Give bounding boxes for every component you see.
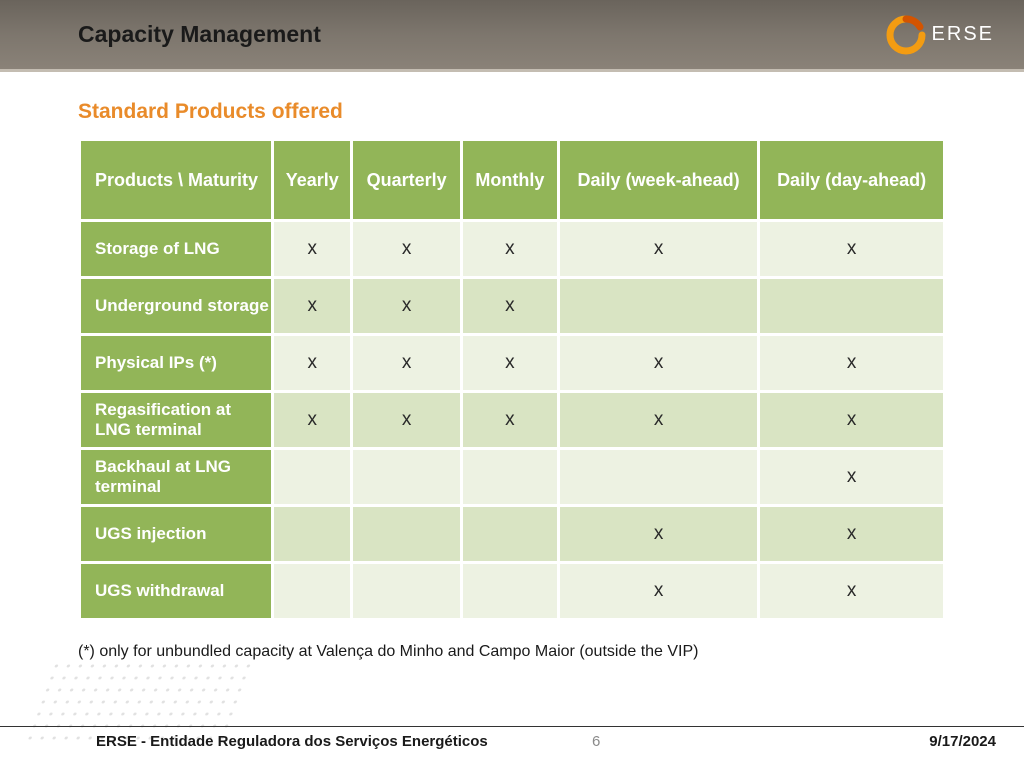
erse-logo: ERSE [886,15,994,55]
footer-org: ERSE - Entidade Reguladora dos Serviços … [96,733,488,750]
table-cell: x [353,222,459,276]
table-cell: x [353,279,459,333]
erse-logo-text: ERSE [932,23,994,46]
table-cell: x [560,507,757,561]
table-cell: x [274,336,350,390]
products-table-container: Products \ Maturity Yearly Quarterly Mon… [78,138,946,621]
row-label: UGS withdrawal [81,564,271,618]
table-cell: x [463,279,557,333]
table-row: Storage of LNGxxxxx [81,222,943,276]
table-cell: x [760,450,943,504]
table-cell: x [560,222,757,276]
table-cell [353,564,459,618]
table-cell [353,507,459,561]
footer: ERSE - Entidade Reguladora dos Serviços … [0,726,1024,750]
table-cell: x [760,393,943,447]
erse-logo-icon [886,15,926,55]
table-cell [560,450,757,504]
table-cell [274,450,350,504]
table-cell: x [463,222,557,276]
table-cell [463,564,557,618]
table-cell: x [353,336,459,390]
row-label: Regasification at LNG terminal [81,393,271,447]
table-cell: x [560,564,757,618]
row-label: Underground storage [81,279,271,333]
table-cell: x [463,336,557,390]
table-cell [353,450,459,504]
table-cell: x [463,393,557,447]
table-cell [274,507,350,561]
table-cell: x [760,507,943,561]
row-label: Physical IPs (*) [81,336,271,390]
footer-page-number: 6 [592,733,600,750]
table-row: Physical IPs (*)xxxxx [81,336,943,390]
col-header-yearly: Yearly [274,141,350,219]
table-row: Underground storagexxx [81,279,943,333]
col-header-daily-day: Daily (day-ahead) [760,141,943,219]
table-row: UGS injection xx [81,507,943,561]
table-cell: x [760,336,943,390]
page-title: Capacity Management [78,21,321,48]
table-row: Backhaul at LNG terminal x [81,450,943,504]
table-cell [463,507,557,561]
table-cell [463,450,557,504]
table-row: UGS withdrawal xx [81,564,943,618]
table-cell: x [760,564,943,618]
row-label: UGS injection [81,507,271,561]
header-bar: Capacity Management ERSE [0,0,1024,72]
section-subtitle: Standard Products offered [78,100,1024,124]
col-header-daily-week: Daily (week-ahead) [560,141,757,219]
products-table: Products \ Maturity Yearly Quarterly Mon… [78,138,946,621]
table-cell: x [560,336,757,390]
table-cell: x [353,393,459,447]
footer-date: 9/17/2024 [929,733,996,750]
table-row: Regasification at LNG terminalxxxxx [81,393,943,447]
table-cell [560,279,757,333]
table-cell [760,279,943,333]
table-cell [274,564,350,618]
row-label: Backhaul at LNG terminal [81,450,271,504]
col-header-monthly: Monthly [463,141,557,219]
col-header-quarterly: Quarterly [353,141,459,219]
col-header-products: Products \ Maturity [81,141,271,219]
table-header-row: Products \ Maturity Yearly Quarterly Mon… [81,141,943,219]
table-cell: x [274,222,350,276]
table-cell: x [560,393,757,447]
row-label: Storage of LNG [81,222,271,276]
table-cell: x [760,222,943,276]
table-cell: x [274,393,350,447]
footnote: (*) only for unbundled capacity at Valen… [78,643,1024,661]
table-cell: x [274,279,350,333]
